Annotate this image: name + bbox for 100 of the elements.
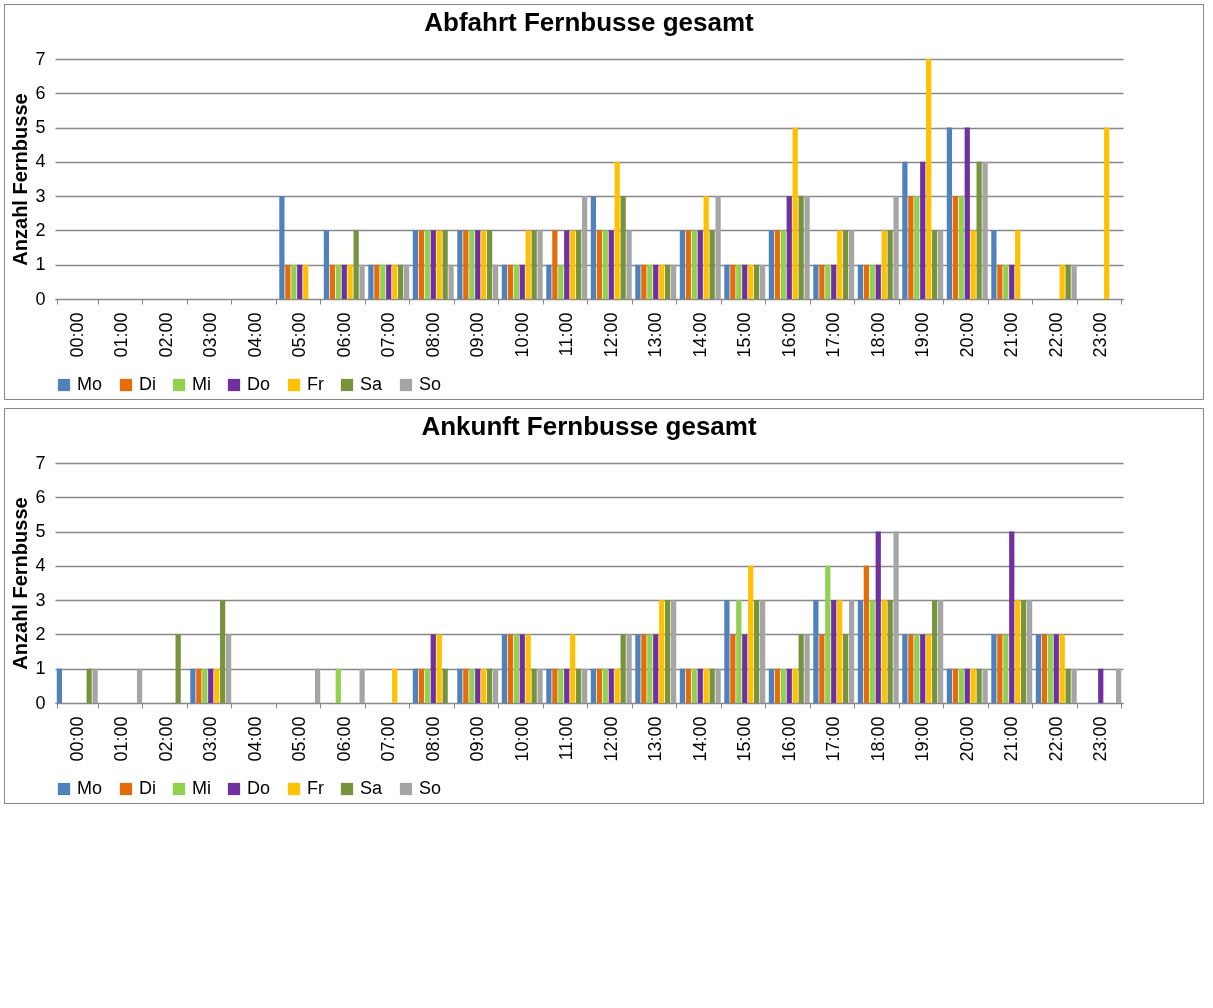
bar	[813, 600, 819, 703]
bar	[902, 161, 908, 299]
bar	[418, 668, 424, 703]
bar	[442, 668, 448, 703]
bar	[602, 230, 608, 299]
bar	[970, 668, 976, 703]
bar	[457, 230, 463, 299]
bar	[920, 161, 926, 299]
bar	[697, 230, 703, 299]
y-tick-label: 7	[35, 48, 46, 69]
bar	[436, 230, 442, 299]
bar	[1026, 600, 1033, 703]
bar	[804, 196, 810, 299]
bar	[620, 196, 626, 299]
x-tick-label: 19:00	[912, 716, 933, 762]
x-tick-label: 09:00	[467, 716, 488, 762]
bar	[768, 230, 775, 299]
bar	[323, 230, 330, 299]
bar	[964, 127, 970, 299]
bar	[914, 196, 920, 299]
x-tick-label: 18:00	[867, 716, 888, 762]
bar	[792, 127, 798, 299]
bar	[991, 634, 997, 703]
x-tick-label: 03:00	[200, 716, 221, 762]
bar	[487, 230, 493, 299]
bar	[392, 668, 398, 703]
bar	[507, 634, 513, 703]
bar	[857, 264, 864, 299]
y-tick-label: 4	[35, 151, 46, 172]
bar	[653, 264, 659, 299]
bar	[697, 668, 703, 703]
x-tick-label: 07:00	[378, 312, 399, 358]
bar	[819, 264, 825, 299]
bar	[748, 565, 754, 703]
bar	[641, 264, 647, 299]
bar	[857, 600, 864, 703]
bar	[442, 230, 448, 299]
x-tick-label: 13:00	[645, 312, 666, 358]
y-tick-label: 7	[35, 452, 46, 473]
bar	[386, 264, 392, 299]
bar	[570, 230, 576, 299]
x-tick-label: 00:00	[66, 312, 87, 358]
x-tick-label: 00:00	[66, 716, 87, 762]
bar	[768, 668, 775, 703]
bar	[1104, 127, 1110, 299]
bar	[564, 230, 570, 299]
bar	[1065, 668, 1071, 703]
x-tick-label: 04:00	[244, 716, 265, 762]
y-tick-label: 5	[35, 521, 46, 542]
bar	[691, 230, 697, 299]
bar	[908, 196, 914, 299]
bar	[958, 668, 964, 703]
bar	[1071, 668, 1077, 703]
bar	[792, 668, 798, 703]
bar	[837, 230, 843, 299]
y-tick-label: 0	[35, 692, 46, 713]
x-tick-label: 14:00	[689, 716, 710, 762]
x-tick-label: 15:00	[734, 312, 755, 358]
bar	[519, 264, 525, 299]
legend-label: Mo	[77, 778, 103, 798]
bar	[335, 264, 341, 299]
bar	[368, 264, 374, 299]
bar	[469, 668, 475, 703]
bar	[225, 634, 232, 703]
x-tick-label: 09:00	[467, 312, 488, 358]
bar	[1009, 264, 1015, 299]
legend-label: Di	[139, 374, 156, 394]
bar	[670, 600, 677, 703]
bar	[715, 196, 721, 299]
y-tick-label: 2	[35, 219, 46, 240]
x-tick-label: 06:00	[333, 312, 354, 358]
bar	[513, 264, 519, 299]
bar	[492, 668, 499, 703]
bar	[1115, 668, 1122, 703]
bar	[780, 230, 786, 299]
bar	[875, 264, 881, 299]
bar	[374, 264, 380, 299]
bar	[641, 634, 647, 703]
x-tick-label: 05:00	[289, 716, 310, 762]
bar	[329, 264, 335, 299]
bar	[926, 634, 932, 703]
bar	[831, 264, 837, 299]
bar	[748, 264, 754, 299]
y-tick-label: 0	[35, 288, 46, 309]
bar	[724, 264, 730, 299]
bar	[997, 634, 1003, 703]
x-tick-label: 02:00	[155, 312, 176, 358]
x-tick-label: 02:00	[155, 716, 176, 762]
x-tick-label: 20:00	[956, 312, 977, 358]
bar	[487, 668, 493, 703]
bar	[754, 264, 760, 299]
bar	[724, 600, 730, 703]
bar	[831, 600, 837, 703]
bar	[647, 264, 653, 299]
legend-label: Di	[139, 778, 156, 798]
bar	[418, 230, 424, 299]
y-tick-label: 4	[35, 555, 46, 576]
bar	[754, 600, 760, 703]
bar	[759, 600, 766, 703]
legend-label: Mo	[77, 374, 103, 394]
